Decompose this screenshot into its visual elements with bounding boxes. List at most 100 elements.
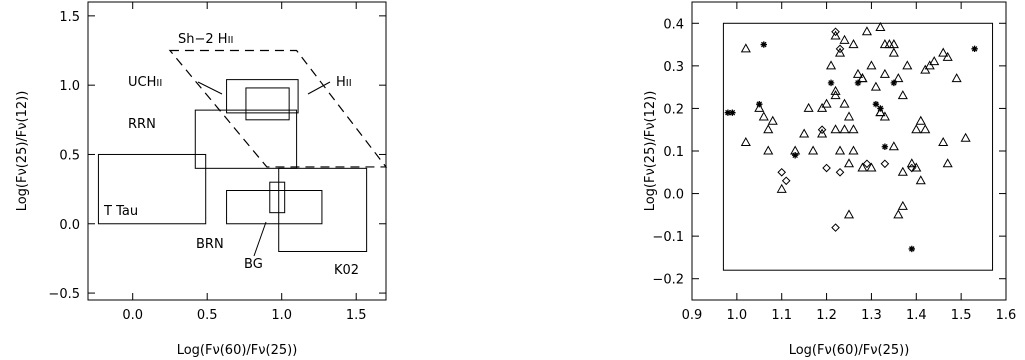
triangle-point [839,124,850,134]
diamond-point [817,125,827,135]
region-hii [245,87,290,121]
region-uchii [226,79,299,114]
leader-bg [253,221,267,257]
triangle-point [942,158,953,168]
triangle-point [826,60,837,70]
region-bg [269,181,286,214]
triangle-point [848,39,859,49]
triangle-point [888,39,899,49]
right-y-tick-label: 0.4 [663,17,684,32]
k02-region-box [722,22,994,271]
triangle-point [893,209,904,219]
left-x-tick-label: 0.5 [197,308,218,323]
leader-hii [307,81,331,95]
right-x-tick-label: 1.0 [727,308,748,323]
triangle-point [839,98,850,108]
right-y-axis-label: Log(Fν(25)/Fν(12)) [643,91,658,212]
left-y-tick-label: 0.0 [59,218,80,233]
region-sh2-hii [168,49,388,168]
triangle-point [897,90,908,100]
diamond-point [835,167,845,177]
right-x-tick-label: 1.3 [861,308,882,323]
region-brn [226,190,323,225]
triangle-point [920,64,931,74]
triangle-point [843,111,855,121]
right-k02-box [722,22,994,271]
triangle-point [929,56,940,66]
diamond-point [777,167,787,177]
triangle-point [861,26,872,36]
left-label-leaders [197,81,331,257]
asterisk-point [756,100,763,108]
region-k02 [278,167,368,252]
right-axis-ticks: 0.9 1.0 1.1 1.2 1.3 1.4 1.5 1.6 −0.2 −0.1 0.0 0.1 0.… [652,2,1016,323]
triangle-point [875,107,886,117]
right-y-tick-label: −0.2 [652,273,684,288]
left-y-tick-label: −0.5 [48,287,80,302]
triangle-point [754,102,765,112]
triangle-point [920,124,931,134]
label-hii: HII [336,75,352,90]
left-y-axis-label: Log(Fν(25)/Fν(12)) [15,91,30,212]
diamond-point [831,223,840,232]
triangle-point [830,85,841,95]
right-y-tick-label: 0.3 [663,60,684,75]
label-sh2-hii: Sh−2 HII [178,32,233,47]
left-y-tick-label: 0.5 [59,148,80,163]
label-rrn: RRN [128,117,156,132]
triangle-point [803,102,814,112]
triangle-point [763,124,774,134]
asterisk-point [827,79,835,87]
triangle-point [870,81,881,91]
triangle-point [951,73,962,83]
triangle-point [857,162,868,172]
label-brn: BRN [196,237,224,252]
left-axis-ticks: 0.0 0.5 1.0 1.5 −0.5 0.0 0.5 1.0 1.5 [48,2,386,323]
right-y-tick-label: −0.1 [652,230,684,245]
triangle-point [875,22,886,32]
asterisk-point [908,245,915,253]
left-x-axis-label: Log(Fν(60)/Fν(25)) [177,343,298,358]
right-y-tick-label: 0.0 [663,188,684,203]
triangle-point [817,102,828,112]
left-y-tick-label: 1.5 [59,10,80,25]
asterisk-point [791,152,799,159]
triangle-point [906,158,917,168]
region-t-tau [97,153,207,225]
asterisk-point [971,45,978,53]
triangle-point [924,60,935,70]
diamond-point [862,159,872,169]
left-region-labels: Sh−2 HII UCHII HII RRN T Tau BRN BG K02 [103,32,359,278]
triangle-point [776,183,787,193]
triangle-point [960,132,971,142]
right-x-tick-label: 1.2 [816,308,837,323]
triangle-point [758,111,769,121]
triangle-point [834,47,846,57]
left-x-tick-label: 0.0 [122,308,143,323]
triangle-point [879,111,890,121]
triangle-point [830,30,841,40]
triangle-point [888,47,899,57]
right-scatter-points [724,22,978,253]
left-x-tick-label: 1.0 [271,308,292,323]
triangle-point [866,162,877,172]
leader-uchii [197,81,223,95]
scatter-plot-right: 0.9 1.0 1.1 1.2 1.3 1.4 1.5 1.6 −0.2 −0.1 0.0 0.1 0.… [643,1,1016,358]
asterisk-point [729,109,736,116]
right-x-tick-label: 1.4 [906,308,927,323]
right-y-tick-label: 0.2 [663,102,684,117]
asterisk-point [877,105,884,112]
diamond-point [835,44,845,54]
triangle-point [843,209,855,219]
triangle-point [938,47,949,57]
triangle-point [817,128,828,138]
triangle-point [902,60,913,70]
right-x-tick-label: 0.9 [682,308,703,323]
left-x-tick-label: 1.5 [346,308,367,323]
triangle-point [911,124,922,134]
triangle-point [740,136,751,146]
label-bg: BG [244,257,263,272]
diamond-point [781,176,791,186]
diamond-point [907,163,917,173]
